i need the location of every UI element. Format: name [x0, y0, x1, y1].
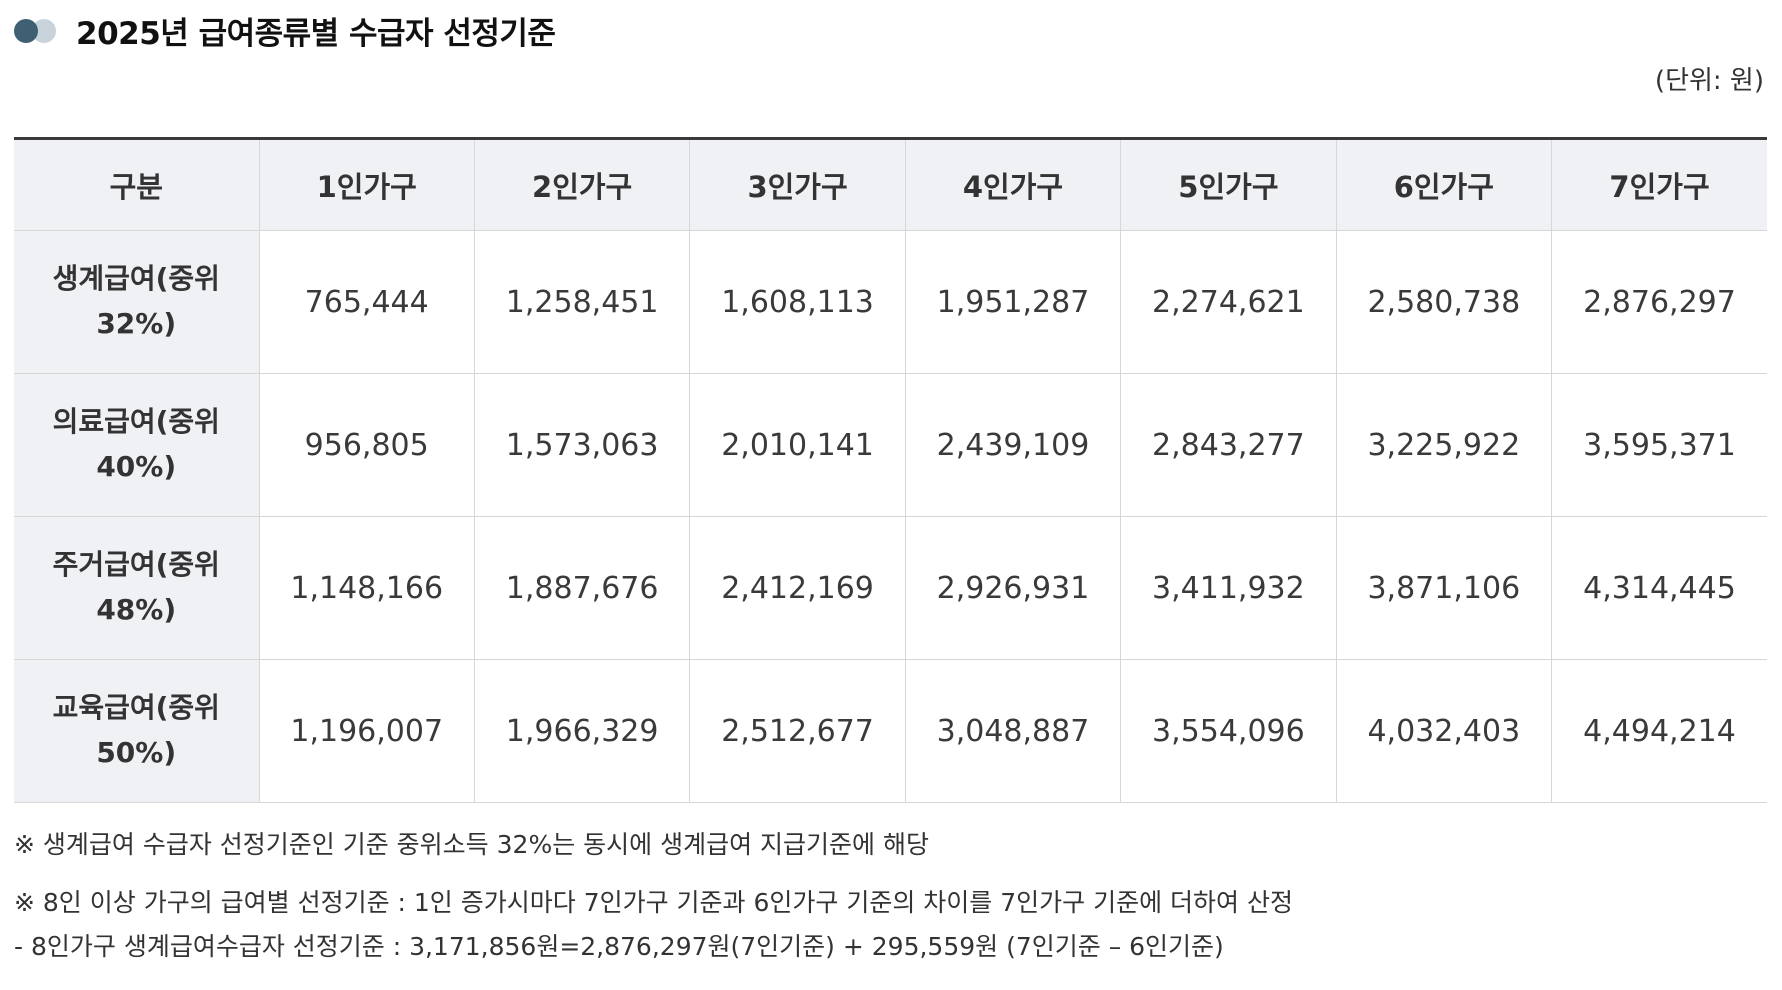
row-label-line2: 40%) [96, 450, 177, 483]
row-label: 교육급여(중위 50%) [14, 659, 260, 803]
table-cell: 3,411,932 [1120, 516, 1337, 660]
table-cell: 1,951,287 [905, 230, 1122, 374]
table-cell: 2,274,621 [1120, 230, 1337, 374]
table-cell: 1,148,166 [259, 516, 475, 660]
table-cell: 3,595,371 [1551, 373, 1767, 517]
row-label-line2: 48%) [96, 593, 177, 626]
row-label-line2: 32%) [96, 307, 177, 340]
col-header-7person: 7인가구 [1551, 137, 1767, 231]
table-cell: 1,608,113 [689, 230, 906, 374]
two-dots-icon [14, 17, 58, 43]
row-label-line1: 교육급여(중위 [52, 691, 220, 725]
col-header-5person: 5인가구 [1120, 137, 1337, 231]
row-label: 의료급여(중위 40%) [14, 373, 260, 517]
page-title: 2025년 급여종류별 수급자 선정기준 [76, 15, 556, 52]
table-cell: 2,439,109 [905, 373, 1122, 517]
unit-label: (단위: 원) [1654, 66, 1764, 96]
row-label-line1: 생계급여(중위 [52, 262, 220, 296]
table-cell: 1,258,451 [474, 230, 691, 374]
col-header-1person: 1인가구 [259, 137, 475, 231]
table-cell: 3,225,922 [1336, 373, 1553, 517]
footnote-8person-example: - 8인가구 생계급여수급자 선정기준 : 3,171,856원=2,876,2… [14, 932, 1224, 961]
col-header-3person: 3인가구 [689, 137, 906, 231]
table-cell: 1,573,063 [474, 373, 691, 517]
row-label: 생계급여(중위 32%) [14, 230, 260, 374]
section-header: 2025년 급여종류별 수급자 선정기준 [14, 10, 556, 52]
row-label-line1: 주거급여(중위 [52, 548, 220, 582]
table-row-education: 교육급여(중위 50%) 1,196,007 1,966,329 2,512,67… [14, 659, 1767, 803]
table-cell: 2,926,931 [905, 516, 1122, 660]
row-label-line2: 50%) [96, 736, 177, 769]
table-cell: 4,314,445 [1551, 516, 1767, 660]
table-cell: 956,805 [259, 373, 475, 517]
table-cell: 2,876,297 [1551, 230, 1767, 374]
table-cell: 1,887,676 [474, 516, 691, 660]
selection-criteria-table: 구분 1인가구 2인가구 3인가구 4인가구 5인가구 6인가구 7인가구 생계… [14, 137, 1767, 803]
footnote-8person-rule: ※ 8인 이상 가구의 급여별 선정기준 : 1인 증가시마다 7인가구 기준과… [14, 888, 1293, 917]
table-cell: 2,580,738 [1336, 230, 1553, 374]
table-cell: 1,196,007 [259, 659, 475, 803]
footnote-livelihood: ※ 생계급여 수급자 선정기준인 기준 중위소득 32%는 동시에 생계급여 지… [14, 830, 929, 859]
row-label-line1: 의료급여(중위 [52, 405, 220, 439]
footnotes: ※ 생계급여 수급자 선정기준인 기준 중위소득 32%는 동시에 생계급여 지… [14, 825, 1293, 963]
table-cell: 3,554,096 [1120, 659, 1337, 803]
table-cell: 1,966,329 [474, 659, 691, 803]
table-cell: 3,871,106 [1336, 516, 1553, 660]
table-row-housing: 주거급여(중위 48%) 1,148,166 1,887,676 2,412,16… [14, 516, 1767, 660]
table-cell: 3,048,887 [905, 659, 1122, 803]
table-cell: 765,444 [259, 230, 475, 374]
table-cell: 2,843,277 [1120, 373, 1337, 517]
col-header-6person: 6인가구 [1336, 137, 1553, 231]
col-header-4person: 4인가구 [905, 137, 1122, 231]
row-label: 주거급여(중위 48%) [14, 516, 260, 660]
table-row-livelihood: 생계급여(중위 32%) 765,444 1,258,451 1,608,113 … [14, 230, 1767, 374]
table-cell: 2,412,169 [689, 516, 906, 660]
table-row-medical: 의료급여(중위 40%) 956,805 1,573,063 2,010,141 … [14, 373, 1767, 517]
col-header-2person: 2인가구 [474, 137, 691, 231]
table-cell: 4,494,214 [1551, 659, 1767, 803]
dot-dark [14, 19, 38, 43]
table-header-row: 구분 1인가구 2인가구 3인가구 4인가구 5인가구 6인가구 7인가구 [14, 137, 1767, 231]
table-cell: 2,010,141 [689, 373, 906, 517]
col-header-category: 구분 [14, 137, 260, 231]
table-cell: 2,512,677 [689, 659, 906, 803]
table-cell: 4,032,403 [1336, 659, 1553, 803]
